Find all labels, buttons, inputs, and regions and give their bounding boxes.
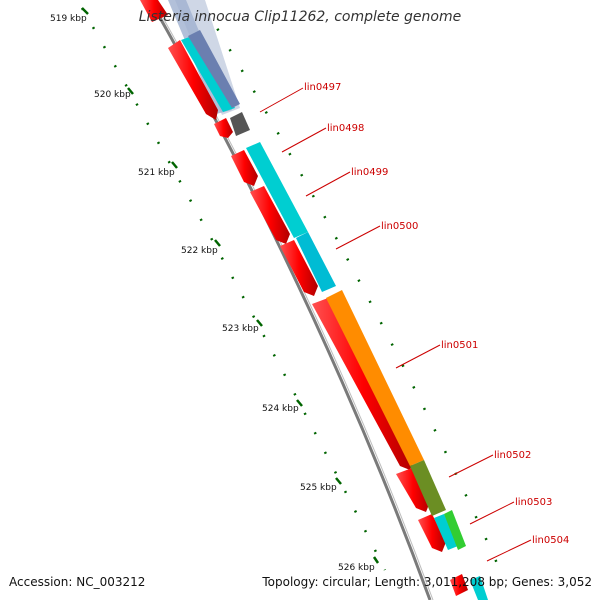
tick-label: 526 kbp [338,563,375,573]
gene-label: lin0503 [515,497,552,508]
label-leaders [259,87,532,562]
gene-label: lin0500 [381,221,418,232]
cds-arrow [214,118,233,138]
cds-arrow [312,298,414,470]
gene-tail [470,576,488,600]
feature-top [168,0,240,115]
cds-arrow [450,574,468,596]
gene-label: lin0497 [304,82,341,93]
tick-label: 525 kbp [300,483,337,493]
tick-label: 522 kbp [181,246,218,256]
ruler-tick-marks [81,7,380,564]
gene-lin0498 [246,142,308,238]
cds-arrow [396,468,430,512]
genome-backbone [148,0,432,601]
tick-label: 523 kbp [222,324,259,334]
gene-lin0504 [444,510,466,550]
cds-arrow [418,514,446,552]
gene-labels: lin0497 lin0498 lin0499 lin0500 lin0501 … [304,82,569,546]
track-dots [203,7,502,571]
cds-arrow [231,150,258,186]
ruler-tick-labels: 519 kbp 520 kbp 521 kbp 522 kbp 523 kbp … [50,14,375,573]
cds-arrow [280,240,318,296]
cds-arrow [140,0,168,22]
gene-label: lin0502 [494,450,531,461]
map-title: Listeria innocua Clip11262, complete gen… [138,9,462,25]
genome-summary: Topology: circular; Length: 3,011,208 bp… [262,575,592,589]
gene-label: lin0498 [327,123,364,134]
gene-lin0497 [230,112,250,136]
tick-label: 521 kbp [138,168,175,178]
gene-label: lin0501 [441,340,478,351]
tick-label: 524 kbp [262,404,299,414]
gene-features [230,112,488,600]
gene-lin0499 [296,232,336,292]
gene-lin0502 [410,460,446,516]
cds-arrow [168,40,218,120]
gene-label: lin0499 [351,167,388,178]
cds-arrows [140,0,468,596]
accession-text: Accession: NC_003212 [9,575,146,589]
tick-label: 519 kbp [50,14,87,24]
gene-lin0503 [434,514,458,550]
cds-arrow [250,186,290,244]
tick-label: 520 kbp [94,90,131,100]
gene-label: lin0504 [532,535,569,546]
gene-lin0501 [326,290,424,466]
